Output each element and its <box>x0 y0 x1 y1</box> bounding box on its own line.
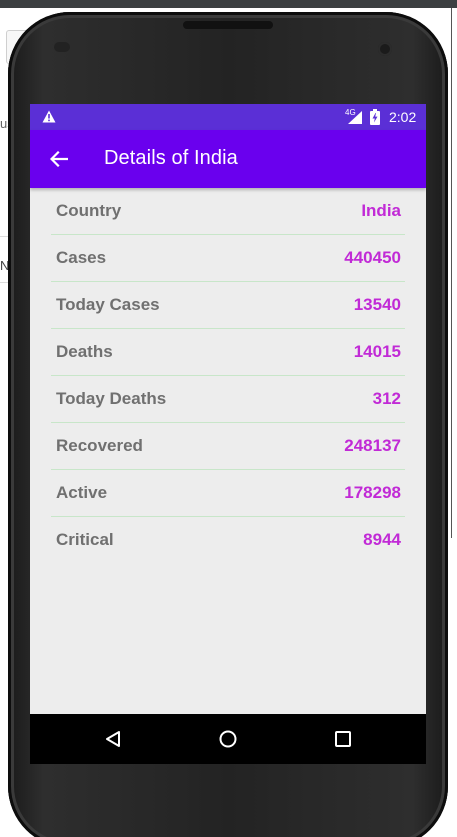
speaker-grille <box>183 21 273 29</box>
detail-row-today-deaths: Today Deaths 312 <box>51 376 405 423</box>
warning-icon <box>42 110 56 123</box>
detail-row-active: Active 178298 <box>51 470 405 517</box>
app-bar: Details of India <box>30 130 426 188</box>
sensor <box>54 42 70 52</box>
detail-value: 178298 <box>344 483 401 502</box>
nav-recents-button[interactable] <box>330 726 356 752</box>
detail-row-cases: Cases 440450 <box>51 235 405 282</box>
details-list: Country India Cases 440450 Today Cases 1… <box>51 188 405 563</box>
detail-label: Deaths <box>56 342 113 361</box>
detail-label: Active <box>56 483 108 502</box>
triangle-back-icon <box>106 731 120 747</box>
detail-label: Critical <box>56 530 114 549</box>
back-button[interactable] <box>44 144 74 174</box>
ide-right-panel <box>451 8 457 538</box>
detail-row-critical: Critical 8944 <box>51 517 405 563</box>
detail-value: 8944 <box>363 530 401 549</box>
detail-value: 14015 <box>353 342 401 361</box>
arrow-left-icon <box>50 151 68 167</box>
detail-label: Country <box>56 201 122 220</box>
detail-value: India <box>361 201 401 220</box>
detail-value: 312 <box>372 389 401 408</box>
phone-screen: 4G 2:02 Details of India Country Ind <box>30 104 426 764</box>
network-type: 4G <box>345 108 356 117</box>
nav-home-button[interactable] <box>215 726 241 752</box>
detail-row-today-cases: Today Cases 13540 <box>51 282 405 329</box>
detail-row-recovered: Recovered 248137 <box>51 423 405 470</box>
detail-label: Today Deaths <box>56 389 167 408</box>
detail-value: 248137 <box>344 436 401 455</box>
detail-label: Recovered <box>56 436 143 455</box>
circle-home-icon <box>219 730 237 748</box>
detail-value: 440450 <box>344 248 401 267</box>
signal-icon <box>348 111 362 124</box>
status-bar: 4G 2:02 <box>30 104 426 130</box>
nav-back-button[interactable] <box>100 726 126 752</box>
detail-row-country: Country India <box>51 188 405 235</box>
detail-label: Today Cases <box>56 295 160 314</box>
status-clock: 2:02 <box>389 109 417 125</box>
ide-top-bar <box>0 0 457 8</box>
front-camera <box>378 42 392 56</box>
navigation-bar <box>30 714 426 764</box>
ide-text-fragment-2: N <box>0 258 10 273</box>
battery-icon <box>370 109 380 125</box>
detail-value: 13540 <box>353 295 401 314</box>
page-title: Details of India <box>104 147 238 169</box>
detail-label: Cases <box>56 248 107 267</box>
detail-row-deaths: Deaths 14015 <box>51 329 405 376</box>
square-recents-icon <box>335 731 351 747</box>
